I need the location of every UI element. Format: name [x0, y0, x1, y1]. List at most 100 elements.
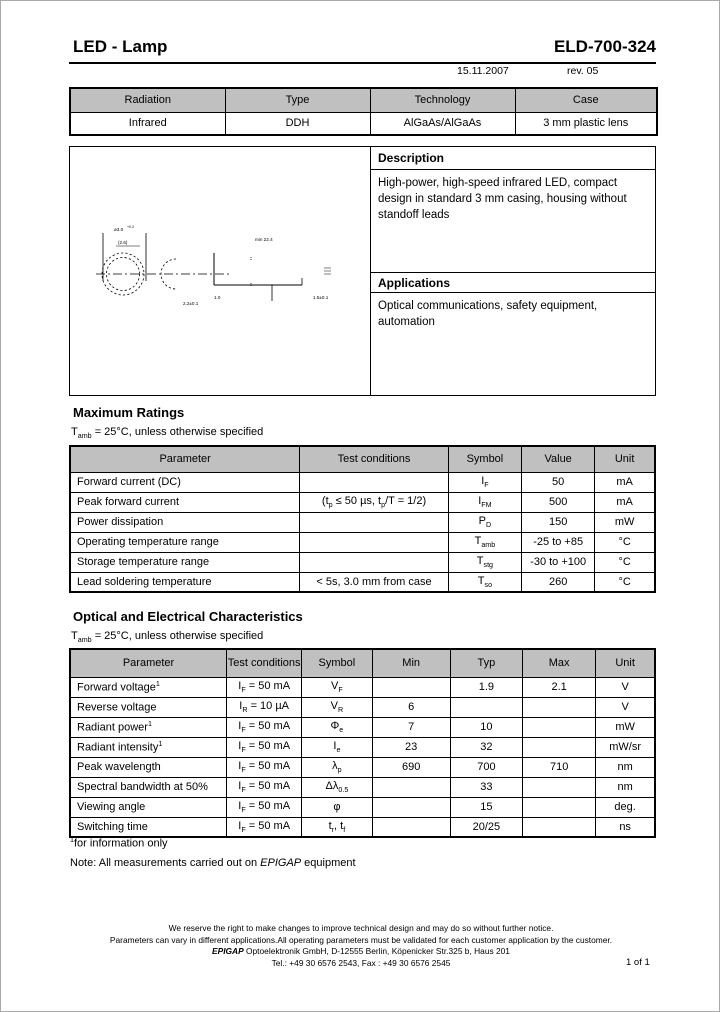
symbol: λ [332, 759, 338, 772]
symbol-cell: VR [301, 696, 373, 718]
unit-cell: mW [594, 511, 656, 533]
condition-text: I [238, 779, 242, 792]
col-header-max: Max [522, 648, 597, 678]
footnote-marker: 1 [155, 680, 160, 689]
col-header-value: Value [521, 445, 596, 473]
condition-subscript: amb [77, 636, 92, 645]
measurement-note: Note: All measurements carried out on EP… [70, 857, 356, 869]
device-info-table: Radiation Type Technology Case Infrared … [69, 87, 658, 136]
condition-text: I [238, 799, 242, 812]
footer: We reserve the right to make changes to … [1, 923, 719, 969]
condition-subscript: p [381, 501, 386, 510]
symbol: Φ [330, 719, 340, 732]
conditions-cell: IF = 50 mA [226, 776, 303, 798]
conditions-cell [299, 471, 449, 493]
parameter-cell: Lead soldering temperature [69, 571, 301, 593]
unit-cell: °C [594, 531, 656, 553]
parameter-cell: Radiant intensity1 [69, 736, 228, 758]
footer-contact: Tel.: +49 30 6576 2543, Fax : +49 30 657… [271, 957, 451, 968]
parameter-cell: Reverse voltage [69, 696, 228, 718]
symbol: Δλ [325, 779, 339, 792]
conditions-cell: < 5s, 3.0 mm from case [299, 571, 449, 593]
typ-cell: 700 [449, 756, 524, 778]
parameter-cell: Storage temperature range [69, 551, 301, 573]
condition-symbol: T [71, 630, 78, 642]
symbol-subscript: p [337, 766, 342, 775]
symbol: I [333, 739, 337, 752]
unit-cell: mW [595, 716, 656, 738]
unit-cell: ns [595, 816, 656, 838]
condition-subscript: F [241, 746, 246, 755]
symbol-subscript: amb [481, 541, 496, 550]
symbol-subscript: FM [481, 501, 492, 510]
col-header-test-conditions: Test conditions [226, 648, 303, 678]
table-row: Reverse voltage IR = 10 µA VR 6 V [69, 696, 656, 718]
condition-text: = 10 µA [247, 699, 290, 712]
conditions-cell: IF = 50 mA [226, 816, 303, 838]
case-value: 3 mm plastic lens [514, 111, 658, 136]
symbol: V [330, 699, 338, 712]
symbol: P [478, 514, 486, 527]
dimension-label: 1.5±0.1 [313, 295, 329, 300]
symbol: V [331, 679, 339, 692]
note-text: Note: All measurements carried out on [70, 857, 261, 869]
conditions-cell: IF = 50 mA [226, 676, 303, 698]
symbol-cell: φ [301, 796, 373, 818]
conditions-cell: IF = 50 mA [226, 756, 303, 778]
note-company: EPIGAP [260, 857, 302, 869]
condition-text: I [238, 739, 242, 752]
table-row: Radiant power1 IF = 50 mA Φe 7 10 mW [69, 716, 656, 738]
symbol-cell: Tstg [447, 551, 523, 573]
condition-text: = 25°C, unless otherwise specified [91, 426, 264, 438]
condition-text: I [238, 719, 242, 732]
parameter-text: Peak wavelength [77, 761, 161, 773]
footer-address: EPIGAP Optoelektronik GmbH, D-12555 Berl… [1, 946, 719, 958]
footer-disclaimer-2: Parameters can vary in different applica… [109, 934, 613, 945]
condition-subscript: F [241, 686, 246, 695]
min-cell: 23 [371, 736, 451, 758]
conditions-cell: IF = 50 mA [226, 716, 303, 738]
conditions-cell [299, 511, 449, 533]
value-cell: 500 [521, 491, 596, 513]
min-cell [371, 676, 451, 698]
footnote-text: for information only [73, 837, 168, 850]
unit-cell: nm [595, 756, 656, 778]
symbol-cell: tr, tf [301, 816, 373, 838]
dimension-label: 2.2±0.1 [183, 301, 199, 306]
symbol-subscript: F [338, 686, 343, 695]
symbol-cell: PD [447, 511, 523, 533]
parameter-cell: Switching time [69, 816, 228, 838]
footnote: 1for information only [70, 836, 168, 850]
parameter-cell: Peak wavelength [69, 756, 228, 778]
condition-subscript: R [242, 706, 248, 715]
max-ratings-table: Parameter Test conditions Symbol Value U… [69, 445, 656, 593]
parameter-text: Forward voltage [77, 681, 156, 694]
min-cell [371, 776, 451, 798]
table-row: Switching time IF = 50 mA tr, tf 20/25 n… [69, 816, 656, 838]
min-cell [371, 796, 451, 818]
typ-cell: 10 [449, 716, 524, 738]
symbol-subscript: f [343, 825, 346, 834]
typ-cell [449, 696, 524, 718]
parameter-cell: Spectral bandwidth at 50% [69, 776, 228, 798]
condition-subscript: p [328, 501, 333, 510]
unit-cell: mA [594, 491, 656, 513]
condition-text: = 50 mA [245, 719, 291, 732]
col-header-symbol: Symbol [447, 445, 523, 473]
condition-text: = 50 mA [245, 779, 291, 792]
condition-subscript: F [241, 726, 246, 735]
description-drawing-box: ø3.0 +0.2 (2.6) min 22.4 1.0 2.2±0.1 1.5… [69, 146, 656, 396]
symbol-cell: λp [301, 756, 373, 778]
col-header-technology: Technology [369, 87, 516, 113]
parameter-text: Viewing angle [77, 801, 146, 813]
technology-value: AlGaAs/AlGaAs [369, 111, 516, 136]
unit-cell: nm [595, 776, 656, 798]
max-cell [522, 716, 597, 738]
value-cell: 150 [521, 511, 596, 533]
unit-cell: deg. [595, 796, 656, 818]
page-number: 1 of 1 [626, 957, 650, 968]
col-header-type: Type [224, 87, 371, 113]
max-cell: 2.1 [522, 676, 597, 698]
table-row: Spectral bandwidth at 50% IF = 50 mA Δλ0… [69, 776, 656, 798]
